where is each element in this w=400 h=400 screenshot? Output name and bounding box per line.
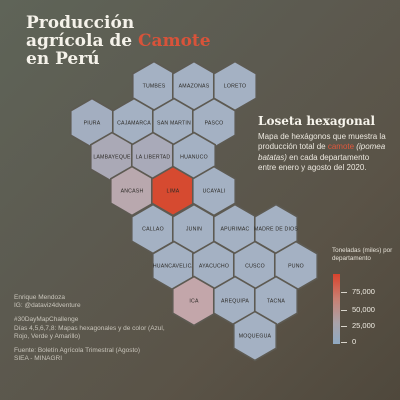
hexagon-label-loreto: LORETO (224, 83, 246, 89)
title-line-1: Producción (26, 13, 135, 33)
hexagon-label-huancavelica: HUANCAVELICA (153, 263, 196, 269)
hexagon-label-ica: ICA (189, 298, 199, 304)
hexagon-label-tacna: TACNA (267, 298, 286, 304)
hexagon-label-san-martin: SAN MARTIN (157, 120, 191, 126)
legend-tick-mark (341, 310, 347, 311)
legend-title: Toneladas (miles) por departamento (332, 247, 393, 262)
hexagon-label-ucayali: UCAYALI (203, 188, 226, 194)
legend-tick-mark (341, 342, 347, 343)
info-description: Mapa de hexágonos que muestra la producc… (258, 132, 386, 174)
legend-tick-mark (341, 292, 347, 293)
credits-source-line-1: Fuente: Boletín Agrícola Trimestral (Ago… (14, 347, 141, 355)
info-desc-scientific-name: (ipomea batatas) (258, 142, 386, 162)
credits-days: Días 4,5,6,7,8: Mapas hexagonales y de c… (14, 324, 165, 340)
info-desc-part-1: Mapa de hexágonos que muestra la producc… (258, 132, 386, 152)
legend-color-bar (333, 274, 340, 344)
legend-tick-label: 50,000 (352, 305, 375, 314)
department-moquegua: MOQUEGUA (232, 310, 278, 362)
legend-tick-mark (341, 326, 347, 327)
hexagon-moquegua (232, 310, 278, 362)
title-line-2-prefix: agrícola de (26, 31, 139, 51)
map-title: Producción agrícola de Camote en Perú (26, 14, 211, 68)
title-line-3: en Perú (26, 49, 100, 69)
credits-handle: IG: @dataviz4dventure (14, 302, 81, 310)
credits-block: Enrique Mendoza IG: @dataviz4dventure #3… (14, 294, 174, 363)
hexagon-label-la-libertad: LA LIBERTAD (136, 154, 171, 160)
info-desc-part-2: en cada departamento entre enero y agost… (258, 152, 370, 173)
hexagon-label-callao: CALLAO (142, 226, 164, 232)
info-heading: Loseta hexagonal (258, 114, 376, 128)
hexagon-label-arequipa: AREQUIPA (221, 298, 249, 304)
hexagon-label-ancash: ANCASH (121, 188, 144, 194)
credits-author: Enrique Mendoza (14, 294, 65, 301)
legend-tick-label: 0 (352, 337, 357, 346)
hexagon-label-lima: LIMA (167, 188, 180, 194)
hexagon-label-apurimac: APURIMAC (221, 226, 250, 232)
legend-tick-label: 25,000 (352, 321, 375, 330)
hexagon-label-moquegua: MOQUEGUA (239, 333, 272, 339)
hexagon-label-madre-de-dios: MADRE DE DIOS (254, 226, 298, 232)
hexagon-label-cajamarca: CAJAMARCA (117, 120, 151, 126)
hexagon-label-junin: JUNIN (186, 226, 202, 232)
info-desc-accent: camote (327, 142, 355, 152)
hexagon-label-ayacucho: AYACUCHO (199, 263, 229, 269)
hexagon-label-amazonas: AMAZONAS (179, 83, 210, 89)
hexagon-label-tumbes: TUMBES (143, 83, 166, 89)
legend-tick-label: 75,000 (352, 287, 375, 296)
hexagon-label-puno: PUNO (288, 263, 304, 269)
hexagon-label-piura: PIURA (84, 120, 101, 126)
hexagon-label-pasco: PASCO (205, 120, 224, 126)
credits-source-line-2: SIEA - MINAGRI (14, 355, 63, 363)
hexagon-label-lambayeque: LAMBAYEQUE (93, 154, 131, 160)
title-line-2-accent: Camote (138, 31, 211, 51)
hexagon-label-huanuco: HUANUCO (180, 154, 208, 160)
credits-challenge: #30DayMapChallenge (14, 316, 79, 324)
hexagon-label-cusco: CUSCO (245, 263, 265, 269)
